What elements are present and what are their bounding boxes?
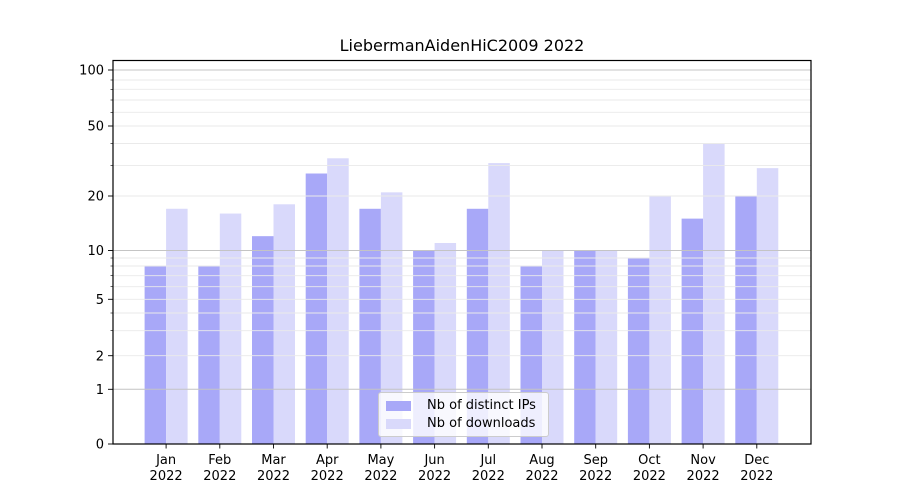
bar-downloads-feb (219, 213, 242, 444)
x-tick-label-oct: Oct (638, 453, 660, 468)
legend-swatch-distinct-ips (386, 400, 411, 411)
x-tick-sublabel-mar: 2022 (257, 469, 290, 484)
x-tick-sublabel-oct: 2022 (633, 469, 666, 484)
x-tick-label-sep: Sep (583, 453, 608, 468)
bar-distinct-ips-may (359, 208, 381, 444)
bar-distinct-ips-dec (735, 196, 757, 444)
bar-downloads-sep (595, 250, 618, 444)
x-tick-sublabel-sep: 2022 (579, 469, 612, 484)
bar-distinct-ips-jul (466, 208, 489, 444)
x-tick-label-jul: Jul (479, 453, 496, 468)
bar-downloads-mar (273, 204, 295, 444)
x-tick-label-dec: Dec (744, 453, 769, 468)
bar-distinct-ips-mar (252, 236, 274, 444)
x-tick-sublabel-feb: 2022 (203, 469, 236, 484)
y-tick-label-100: 100 (79, 64, 104, 79)
bar-distinct-ips-nov (681, 218, 704, 444)
x-tick-sublabel-nov: 2022 (687, 469, 720, 484)
chart-title: LiebermanAidenHiC2009 2022 (339, 36, 585, 55)
legend-label-distinct-ips: Nb of distinct IPs (427, 398, 536, 413)
x-tick-sublabel-aug: 2022 (525, 469, 558, 484)
legend-item-downloads: Nb of downloads (386, 416, 541, 431)
bar-downloads-jan (166, 208, 188, 444)
y-tick-label-20: 20 (87, 190, 104, 205)
x-tick-label-jan: Jan (155, 453, 176, 468)
bar-distinct-ips-feb (198, 266, 220, 444)
bar-distinct-ips-jan (144, 266, 167, 444)
bar-downloads-jul (488, 163, 510, 444)
legend: Nb of distinct IPs Nb of downloads (378, 392, 549, 437)
x-tick-sublabel-jun: 2022 (418, 469, 451, 484)
legend-item-distinct-ips: Nb of distinct IPs (386, 398, 541, 413)
bar-distinct-ips-apr (305, 173, 328, 445)
x-tick-sublabel-may: 2022 (364, 469, 397, 484)
x-tick-sublabel-jul: 2022 (472, 469, 505, 484)
y-tick-label-0: 0 (96, 438, 104, 453)
bar-distinct-ips-sep (574, 250, 596, 444)
bar-distinct-ips-oct (627, 258, 650, 444)
x-tick-label-mar: Mar (261, 453, 286, 468)
x-tick-label-aug: Aug (529, 453, 554, 468)
y-tick-label-2: 2 (96, 349, 104, 364)
bar-downloads-nov (703, 143, 725, 444)
y-tick-label-10: 10 (87, 244, 104, 259)
bar-downloads-apr (327, 158, 349, 444)
x-tick-label-nov: Nov (690, 453, 716, 468)
legend-label-downloads: Nb of downloads (427, 416, 536, 431)
x-tick-sublabel-dec: 2022 (740, 469, 773, 484)
legend-swatch-downloads (386, 418, 411, 429)
x-tick-label-feb: Feb (208, 453, 231, 468)
plot-frame (112, 59, 812, 445)
y-tick-label-5: 5 (96, 293, 104, 308)
x-tick-label-apr: Apr (316, 453, 339, 468)
bar-downloads-may (380, 192, 403, 444)
x-tick-label-may: May (367, 453, 394, 468)
x-tick-label-jun: Jun (423, 453, 444, 468)
y-tick-label-1: 1 (96, 383, 104, 398)
x-tick-sublabel-jan: 2022 (150, 469, 183, 484)
x-tick-sublabel-apr: 2022 (311, 469, 344, 484)
bar-downloads-oct (649, 196, 671, 444)
y-tick-label-50: 50 (87, 120, 104, 135)
bar-downloads-dec (756, 168, 779, 444)
